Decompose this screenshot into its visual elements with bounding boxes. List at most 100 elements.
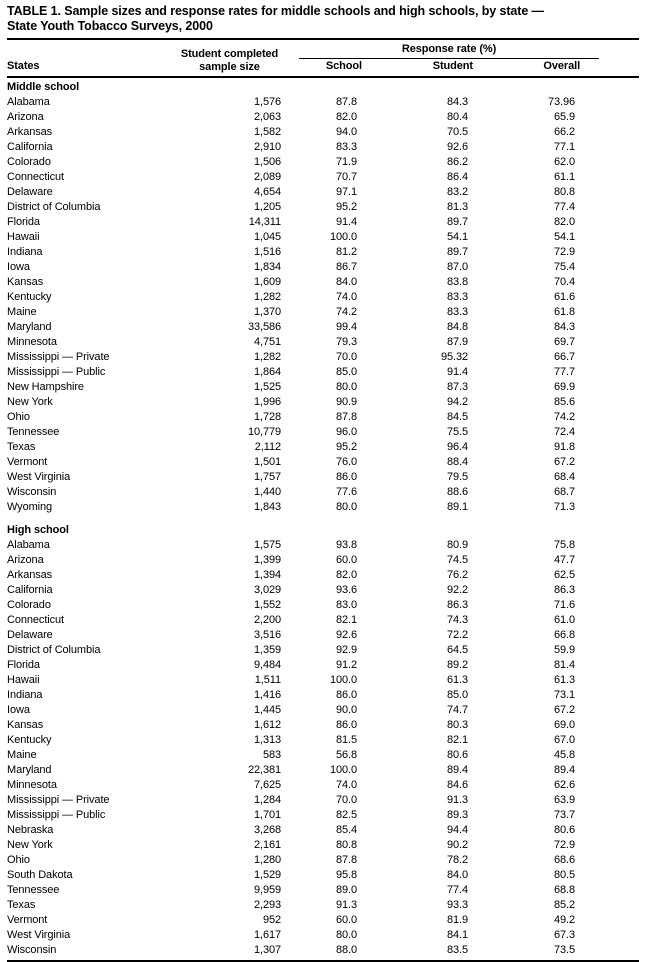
cell-state: Hawaii [7, 231, 40, 243]
cell-sample-size: 1,996 [253, 396, 281, 408]
cell-overall-rate: 68.4 [554, 471, 576, 483]
table-row: Arizona 1,399 60.0 74.5 47.7 [7, 553, 639, 568]
cell-school-rate: 89.0 [335, 884, 357, 896]
cell-state: Vermont [7, 456, 48, 468]
cell-student-rate: 79.5 [446, 471, 468, 483]
table-row: Florida 9,484 91.2 89.2 81.4 [7, 658, 639, 673]
cell-state: California [7, 584, 53, 596]
cell-student-rate: 84.3 [446, 96, 468, 108]
cell-sample-size: 1,445 [253, 704, 281, 716]
cell-state: Wyoming [7, 501, 53, 513]
cell-sample-size: 2,089 [253, 171, 281, 183]
cell-student-rate: 80.6 [446, 749, 468, 761]
col-header-student: Student [399, 59, 517, 78]
table-row: Arkansas 1,394 82.0 76.2 62.5 [7, 568, 639, 583]
cell-sample-size: 4,654 [253, 186, 281, 198]
table-row: Connecticut 2,200 82.1 74.3 61.0 [7, 613, 639, 628]
cell-state: Ohio [7, 411, 30, 423]
table-body: Middle school Alabama 1,576 87.8 84.3 73.96 Ar… [7, 77, 640, 962]
cell-sample-size: 583 [262, 749, 281, 761]
cell-overall-rate: 69.0 [554, 719, 576, 731]
table-row: New Hampshire 1,525 80.0 87.3 69.9 [7, 380, 639, 395]
table-row: Hawaii 1,511 100.0 61.3 61.3 [7, 673, 639, 688]
cell-state: West Virginia [7, 471, 71, 483]
cell-sample-size: 1,511 [254, 674, 281, 686]
cell-student-rate: 92.2 [446, 584, 468, 596]
cell-sample-size: 1,501 [253, 456, 281, 468]
cell-sample-size: 2,063 [253, 111, 281, 123]
cell-overall-rate: 63.9 [554, 794, 576, 806]
table-row: Minnesota 4,751 79.3 87.9 69.7 [7, 335, 639, 350]
cell-state: Tennessee [7, 884, 60, 896]
cell-school-rate: 60.0 [335, 914, 357, 926]
cell-sample-size: 1,757 [253, 471, 281, 483]
cell-sample-size: 1,864 [253, 366, 281, 378]
cell-school-rate: 71.9 [335, 156, 357, 168]
cell-state: District of Columbia [7, 644, 101, 656]
table-row: Hawaii 1,045 100.0 54.1 54.1 [7, 230, 639, 245]
table-row: Maine 583 56.8 80.6 45.8 [7, 748, 639, 763]
cell-student-rate: 84.8 [446, 321, 468, 333]
cell-sample-size: 1,575 [253, 539, 281, 551]
table-row: Ohio 1,728 87.8 84.5 74.2 [7, 410, 639, 425]
cell-school-rate: 99.4 [335, 321, 357, 333]
table-row: Arizona 2,063 82.0 80.4 65.9 [7, 110, 639, 125]
cell-state: Indiana [7, 689, 43, 701]
cell-state: Delaware [7, 629, 53, 641]
table-row: Kentucky 1,282 74.0 83.3 61.6 [7, 290, 639, 305]
cell-sample-size: 1,370 [253, 306, 281, 318]
table-row: Texas 2,293 91.3 93.3 85.2 [7, 898, 639, 913]
col-group-response-rate: Response rate (%) [287, 40, 639, 59]
table-title-line1: TABLE 1. Sample sizes and response rates… [7, 4, 544, 18]
cell-student-rate: 84.6 [446, 779, 468, 791]
cell-sample-size: 3,516 [253, 629, 281, 641]
cell-student-rate: 89.3 [446, 809, 468, 821]
cell-student-rate: 89.4 [446, 764, 468, 776]
cell-state: Alabama [7, 539, 50, 551]
table-row: Nebraska 3,268 85.4 94.4 80.6 [7, 823, 639, 838]
table-row: Ohio 1,280 87.8 78.2 68.6 [7, 853, 639, 868]
cell-student-rate: 89.2 [446, 659, 468, 671]
cell-student-rate: 86.2 [446, 156, 468, 168]
cell-overall-rate: 75.4 [554, 261, 576, 273]
cell-overall-rate: 80.8 [554, 186, 576, 198]
cell-state: Mississippi — Private [7, 794, 110, 806]
cell-school-rate: 86.0 [335, 689, 357, 701]
table-row: Connecticut 2,089 70.7 86.4 61.1 [7, 170, 639, 185]
cell-overall-rate: 61.0 [554, 614, 576, 626]
cell-school-rate: 87.8 [335, 411, 357, 423]
cell-school-rate: 86.0 [335, 471, 357, 483]
cell-school-rate: 86.7 [335, 261, 357, 273]
cell-overall-rate: 68.6 [554, 854, 576, 866]
cell-state: Connecticut [7, 614, 64, 626]
cell-school-rate: 100.0 [329, 231, 357, 243]
cell-student-rate: 76.2 [446, 569, 468, 581]
cell-school-rate: 70.7 [335, 171, 357, 183]
cell-overall-rate: 62.6 [554, 779, 576, 791]
cell-student-rate: 83.8 [446, 276, 468, 288]
cell-school-rate: 90.9 [335, 396, 357, 408]
cell-school-rate: 87.8 [335, 854, 357, 866]
table-row: Iowa 1,834 86.7 87.0 75.4 [7, 260, 639, 275]
cell-overall-rate: 68.8 [554, 884, 576, 896]
cell-student-rate: 87.0 [446, 261, 468, 273]
cell-state: Alabama [7, 96, 50, 108]
cell-student-rate: 80.3 [446, 719, 468, 731]
table-row: Kansas 1,612 86.0 80.3 69.0 [7, 718, 639, 733]
cell-overall-rate: 71.6 [554, 599, 576, 611]
cell-student-rate: 83.3 [446, 306, 468, 318]
cell-school-rate: 80.8 [335, 839, 357, 851]
cell-student-rate: 80.4 [446, 111, 468, 123]
cell-state: Maine [7, 306, 37, 318]
cell-student-rate: 78.2 [446, 854, 468, 866]
cell-school-rate: 82.0 [335, 569, 357, 581]
cell-student-rate: 86.3 [446, 599, 468, 611]
table-row: Delaware 4,654 97.1 83.2 80.8 [7, 185, 639, 200]
cell-student-rate: 90.2 [446, 839, 468, 851]
cell-state: California [7, 141, 53, 153]
cell-student-rate: 89.1 [446, 501, 468, 513]
table-row: Maryland 22,381 100.0 89.4 89.4 [7, 763, 639, 778]
cell-state: Mississippi — Public [7, 809, 106, 821]
cell-school-rate: 95.2 [335, 441, 357, 453]
table-row: Tennessee 9,959 89.0 77.4 68.8 [7, 883, 639, 898]
